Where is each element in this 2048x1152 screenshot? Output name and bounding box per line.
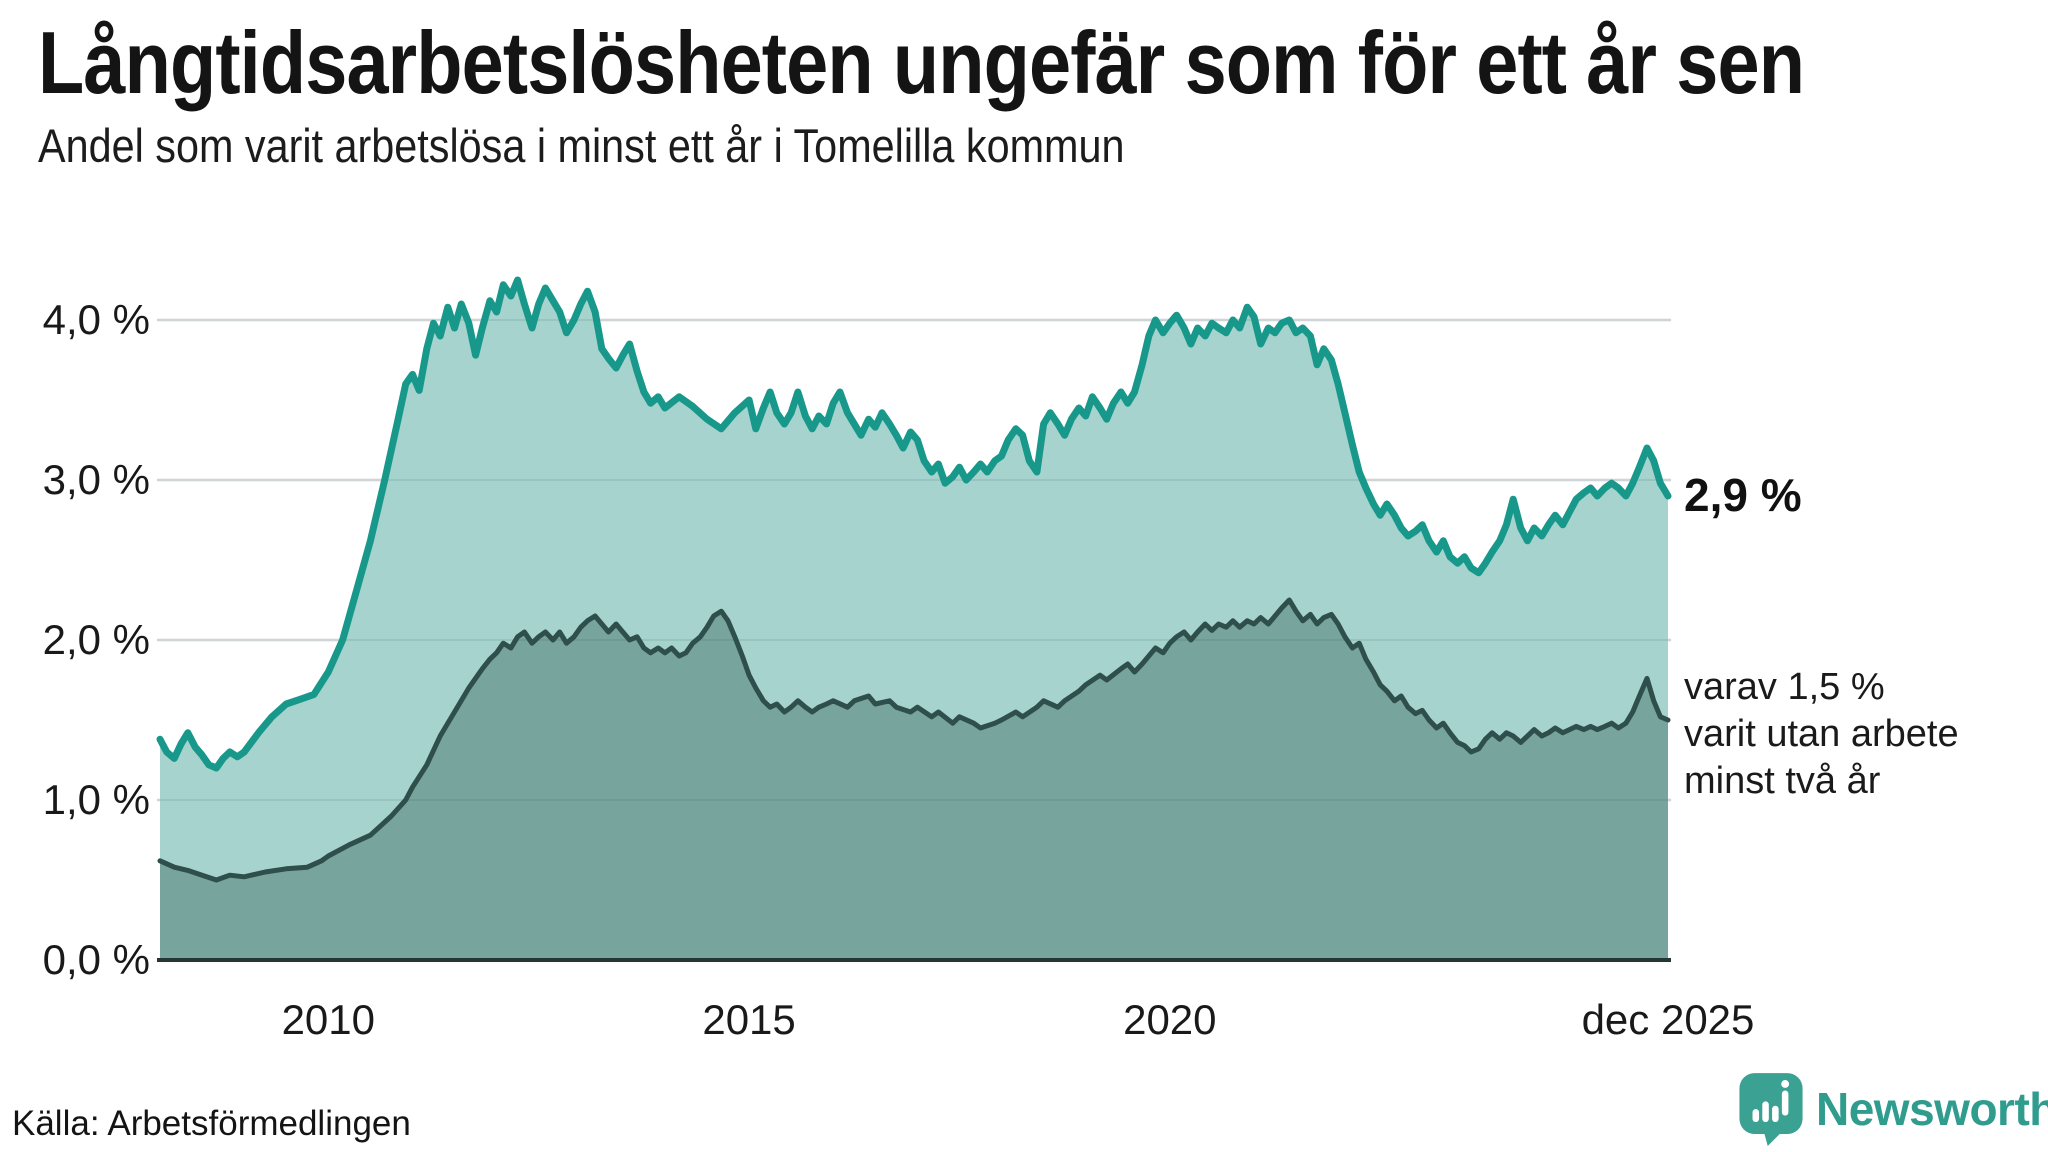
y-tick-label: 4,0 %	[42, 296, 150, 343]
annotation-line-2: varit utan arbete	[1684, 713, 1959, 755]
x-tick-label: 2020	[1123, 996, 1217, 1043]
logo-bars-icon	[1752, 1080, 1790, 1123]
x-tick-label: dec 2025	[1581, 996, 1755, 1043]
series2-annotation: varav 1,5 % varit utan arbete minst två …	[1684, 664, 1959, 805]
newsworthy-logo-text: Newsworthy	[1816, 1083, 2048, 1135]
series2-line	[157, 597, 1671, 883]
annotation-line-1: varav 1,5 %	[1684, 666, 1885, 708]
page-subtitle: Andel som varit arbetslösa i minst ett å…	[38, 119, 1125, 172]
series2-area	[160, 600, 1668, 960]
y-tick-label: 3,0 %	[42, 456, 150, 503]
y-tick-label: 1,0 %	[42, 776, 150, 823]
y-tick-label: 2,0 %	[42, 616, 150, 663]
newsworthy-logo-icon	[1739, 1073, 1803, 1146]
x-tick-label: 2015	[702, 996, 796, 1043]
source-credit: Källa: Arbetsförmedlingen	[12, 1104, 411, 1143]
annotation-line-3: minst två år	[1684, 760, 1881, 802]
x-tick-label: 2010	[281, 996, 376, 1043]
y-tick-label: 0,0 %	[42, 936, 150, 983]
series1-line	[156, 276, 1672, 772]
newsworthy-logo: Newsworthy	[1738, 1072, 2048, 1146]
series-end-value-label: 2,9 %	[1684, 469, 1802, 521]
page-title: Långtidsarbetslösheten ungefär som för e…	[38, 13, 1805, 112]
